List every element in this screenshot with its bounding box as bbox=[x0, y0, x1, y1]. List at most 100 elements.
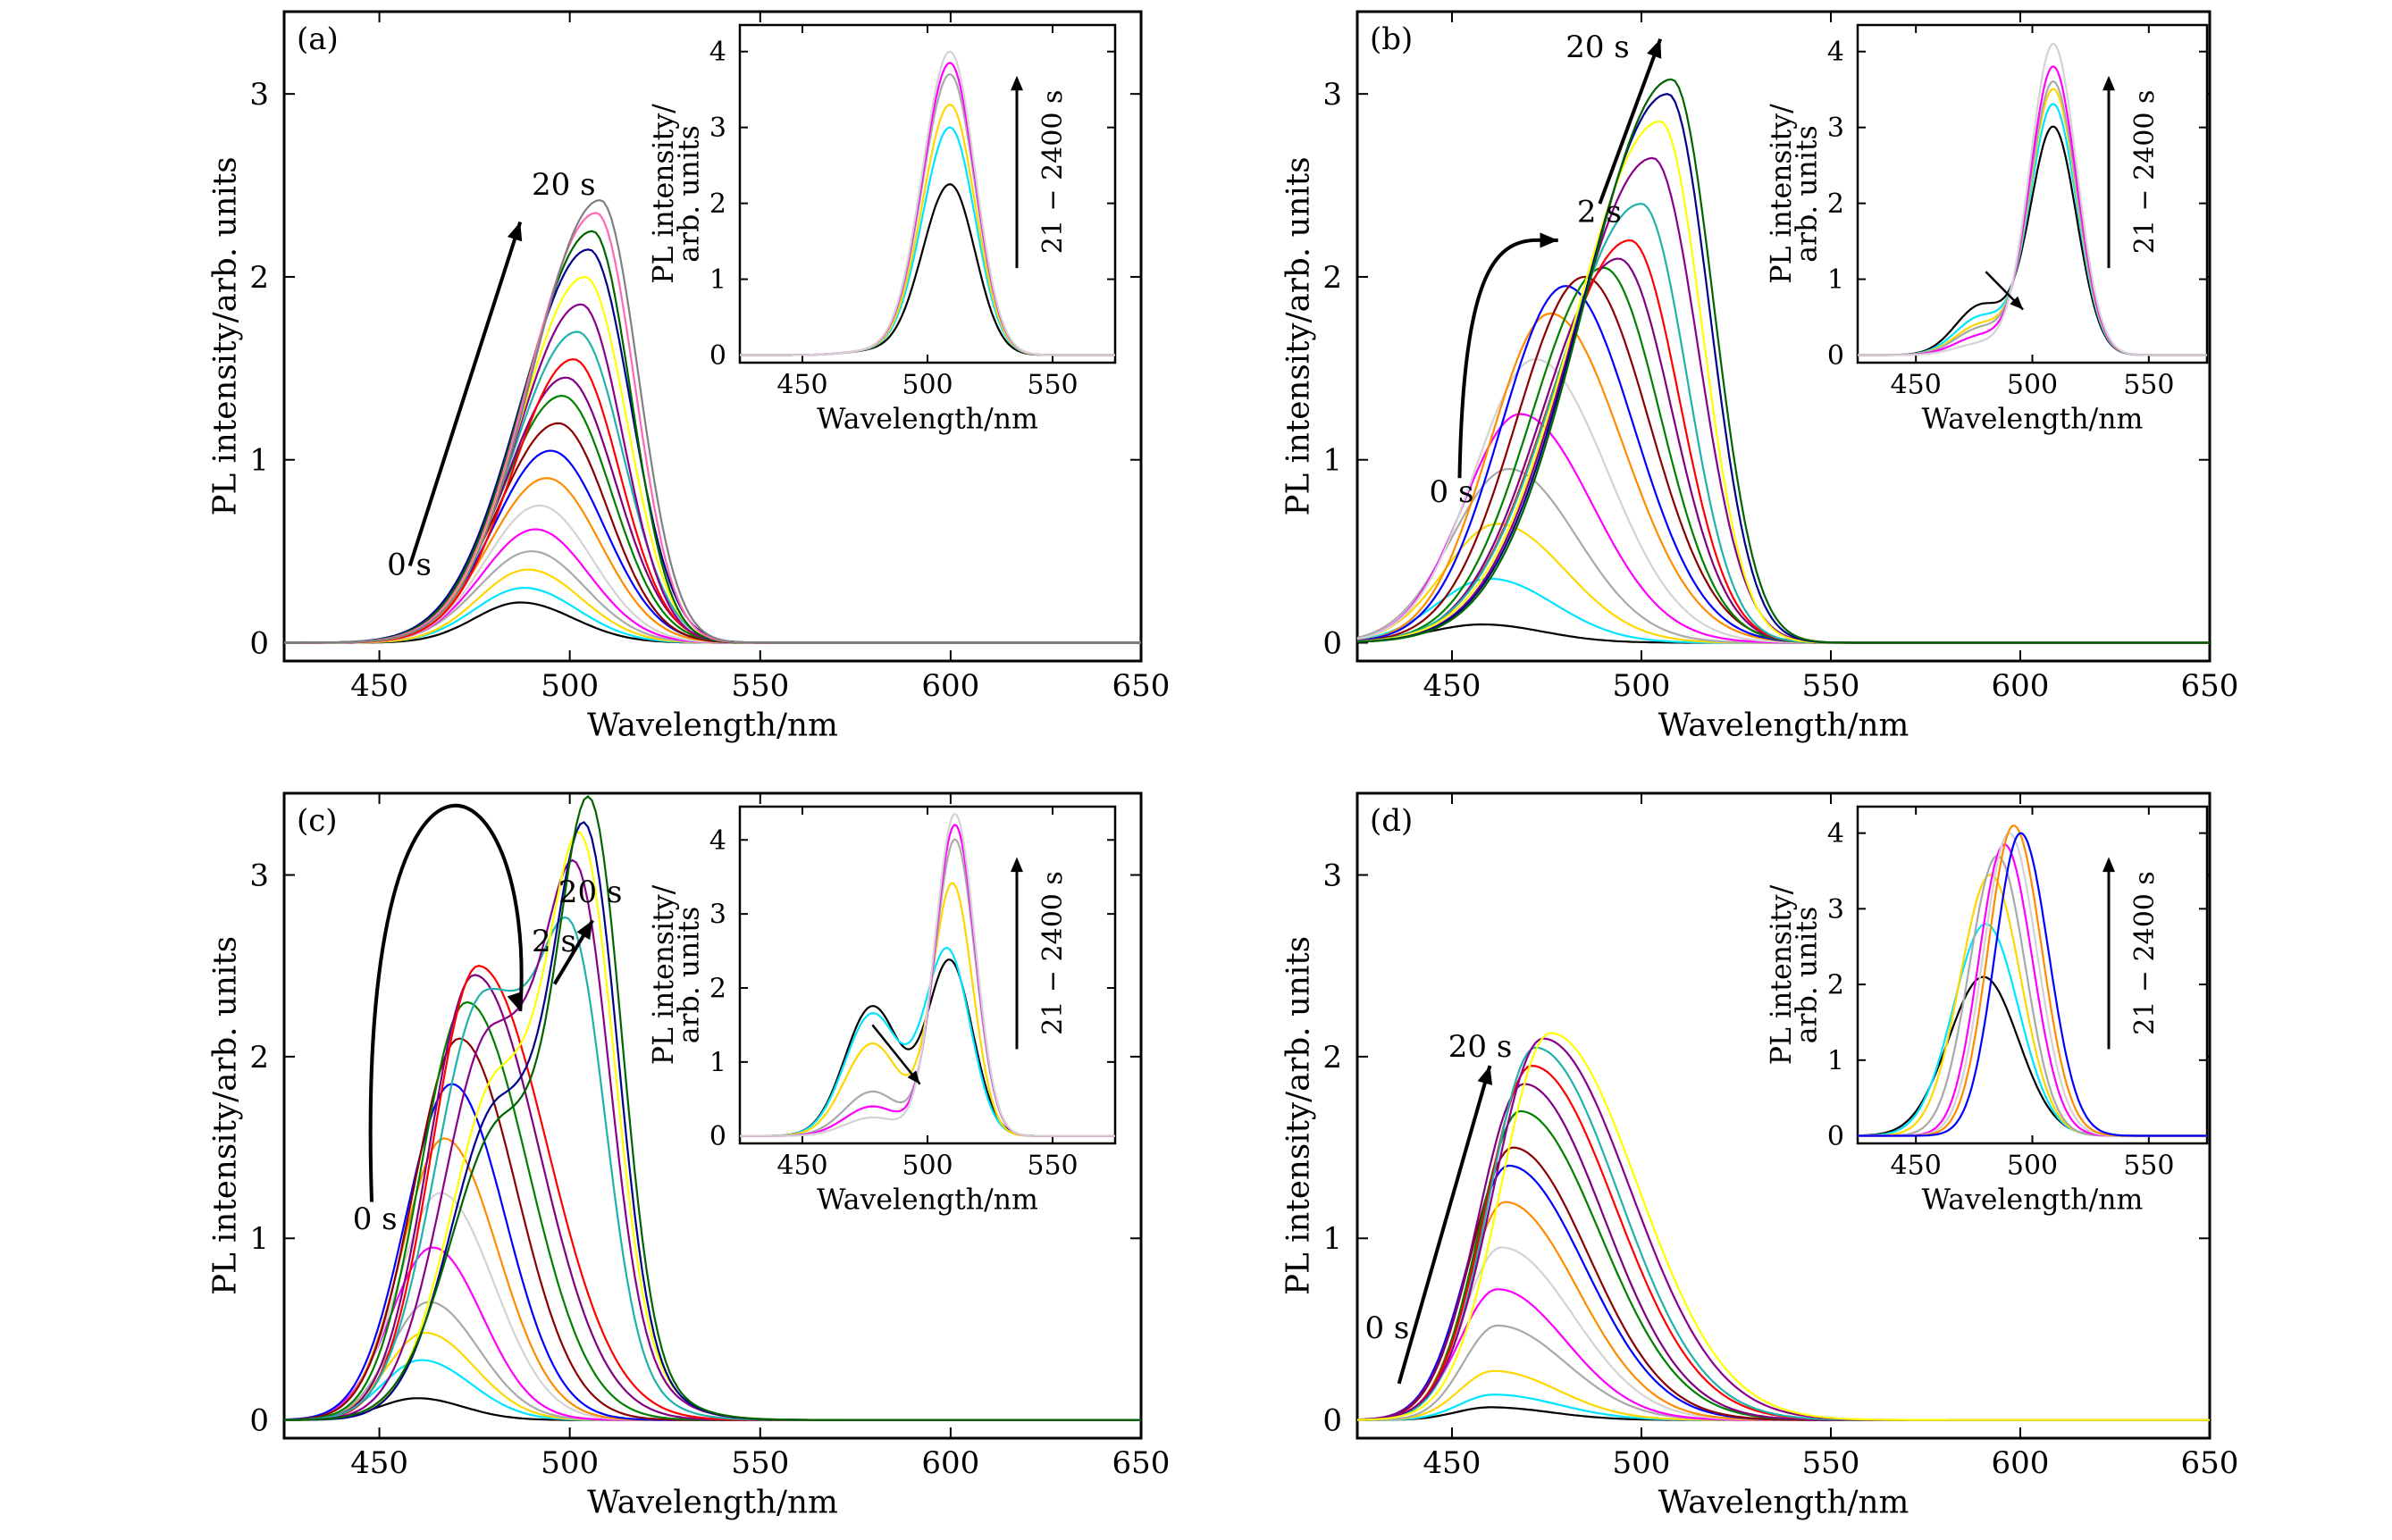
y-tick-label: 3 bbox=[1827, 894, 1844, 925]
inset-plot: 450 500 550 0 1 2 3 4 Wavelength/nm PL intensity/… bbox=[648, 23, 1117, 436]
y-axis-label: PL intensity/ bbox=[648, 104, 680, 284]
x-axis-label: Wavelength/nm bbox=[587, 1484, 838, 1520]
panel-d: 450 500 550 600 650 0 1 2 3 Wavelength/nm PL inten… bbox=[1280, 791, 2238, 1520]
x-tick-label: 450 bbox=[1423, 668, 1481, 704]
y-tick-label: 1 bbox=[1827, 264, 1844, 296]
series-line bbox=[284, 795, 1141, 1421]
x-tick-label: 450 bbox=[1423, 1445, 1481, 1481]
y-tick-label: 0 bbox=[1322, 625, 1342, 661]
series-line bbox=[1858, 42, 2207, 356]
x-tick-label: 600 bbox=[921, 1445, 979, 1481]
y-tick-label: 1 bbox=[249, 443, 269, 479]
arrow bbox=[407, 221, 523, 567]
annotation-label: 2 s bbox=[532, 924, 576, 959]
y-tick-label: 4 bbox=[1827, 818, 1844, 850]
y-tick-label: 3 bbox=[249, 77, 269, 113]
x-tick-label: 500 bbox=[541, 668, 599, 704]
annotation-label: 20 s bbox=[558, 875, 623, 910]
annotation-label: 20 s bbox=[1448, 1029, 1513, 1065]
x-tick-label: 650 bbox=[1112, 1445, 1171, 1481]
x-tick-label: 450 bbox=[776, 1151, 827, 1182]
x-tick-label: 650 bbox=[1112, 668, 1171, 704]
y-tick-label: 2 bbox=[1322, 260, 1342, 296]
arrow-head bbox=[507, 222, 523, 242]
x-tick-label: 550 bbox=[1027, 370, 1078, 401]
arrow bbox=[1598, 38, 1663, 205]
arrow-head bbox=[2102, 857, 2116, 873]
y-tick-label: 0 bbox=[1322, 1403, 1342, 1439]
y-tick-label: 0 bbox=[249, 1403, 269, 1439]
arrow-head bbox=[1647, 38, 1662, 59]
x-tick-label: 450 bbox=[350, 668, 408, 704]
x-axis-label: Wavelength/nm bbox=[587, 707, 838, 743]
x-tick-label: 550 bbox=[731, 1445, 789, 1481]
x-tick-label: 500 bbox=[902, 370, 953, 401]
y-tick-label: 2 bbox=[1827, 188, 1844, 220]
y-tick-label: 3 bbox=[1827, 113, 1844, 144]
y-tick-label: 3 bbox=[1322, 858, 1342, 893]
arrow bbox=[368, 803, 524, 1202]
x-axis-label: Wavelength/nm bbox=[817, 1184, 1038, 1217]
arrow-head bbox=[1010, 75, 1024, 91]
x-tick-label: 450 bbox=[776, 370, 827, 401]
arrow-head bbox=[1010, 857, 1024, 873]
y-tick-label: 3 bbox=[249, 858, 269, 893]
panel-label: (c) bbox=[297, 803, 338, 839]
series-line bbox=[1356, 78, 2210, 644]
panel-label: (b) bbox=[1370, 21, 1413, 57]
series-line bbox=[284, 198, 1141, 644]
panel-a: 450 500 550 600 650 0 1 2 3 Wavelength/nm PL inten… bbox=[207, 10, 1171, 743]
arrow-head bbox=[1477, 1066, 1493, 1085]
x-tick-label: 600 bbox=[1992, 1445, 2050, 1481]
arrow-head bbox=[576, 920, 593, 941]
y-axis-label: PL intensity/ bbox=[1766, 104, 1798, 284]
y-tick-label: 3 bbox=[709, 113, 726, 144]
y-tick-label: 0 bbox=[709, 1121, 726, 1152]
annotation-label: 2 s bbox=[1577, 195, 1622, 230]
x-tick-label: 500 bbox=[541, 1445, 599, 1481]
y-tick-label: 3 bbox=[709, 900, 726, 931]
arrow-head bbox=[2102, 75, 2116, 91]
y-axis-label: PL intensity/arb. units bbox=[207, 156, 244, 515]
y-tick-label: 2 bbox=[1827, 970, 1844, 1001]
x-tick-label: 550 bbox=[731, 668, 789, 704]
y-tick-label: 3 bbox=[1322, 77, 1342, 113]
annotation-label: 20 s bbox=[532, 167, 596, 203]
panel-b: 450 500 550 600 650 0 1 2 3 Wavelength/nm PL inten… bbox=[1280, 10, 2239, 743]
y-tick-label: 1 bbox=[249, 1221, 269, 1257]
x-tick-label: 650 bbox=[2181, 668, 2239, 704]
inset-frame bbox=[1856, 805, 2209, 1145]
x-tick-label: 450 bbox=[1891, 370, 1942, 401]
annotation-label: 0 s bbox=[353, 1201, 398, 1237]
arrow-head bbox=[507, 992, 522, 1012]
inset-side-label: 21 − 2400 s bbox=[2129, 871, 2161, 1035]
inset-plot: 450 500 550 0 1 2 3 4 Wavelength/nm PL intensity/… bbox=[1766, 805, 2209, 1217]
y-tick-label: 1 bbox=[709, 1047, 726, 1078]
y-axis-label: PL intensity/arb. units bbox=[1280, 156, 1317, 515]
y-tick-label: 1 bbox=[1827, 1045, 1844, 1076]
arrow-head bbox=[2010, 296, 2024, 310]
x-tick-label: 500 bbox=[2007, 370, 2058, 401]
x-tick-label: 550 bbox=[2123, 1151, 2174, 1182]
x-tick-label: 450 bbox=[350, 1445, 408, 1481]
arrow-head bbox=[907, 1070, 920, 1084]
inset-plot: 450 500 550 0 1 2 3 4 Wavelength/nm PL intensity/… bbox=[1766, 23, 2209, 436]
y-tick-label: 4 bbox=[709, 37, 726, 68]
y-axis-label: PL intensity/ bbox=[1766, 884, 1798, 1065]
series-line bbox=[740, 50, 1115, 356]
y-tick-label: 2 bbox=[249, 1040, 269, 1075]
arrow bbox=[1397, 1065, 1492, 1385]
y-tick-label: 2 bbox=[1322, 1040, 1342, 1075]
annotation-label: 0 s bbox=[1364, 1310, 1409, 1346]
x-axis-label: Wavelength/nm bbox=[1658, 1484, 1909, 1520]
y-axis-label: arb. units bbox=[674, 907, 706, 1044]
y-tick-label: 1 bbox=[1322, 443, 1342, 479]
y-tick-label: 0 bbox=[709, 340, 726, 372]
inset-side-label: 21 − 2400 s bbox=[2129, 90, 2161, 255]
x-tick-label: 600 bbox=[921, 668, 979, 704]
x-axis-label: Wavelength/nm bbox=[817, 404, 1038, 436]
y-tick-label: 4 bbox=[709, 825, 726, 857]
y-tick-label: 0 bbox=[1827, 340, 1844, 372]
annotation-label: 20 s bbox=[1565, 29, 1630, 65]
